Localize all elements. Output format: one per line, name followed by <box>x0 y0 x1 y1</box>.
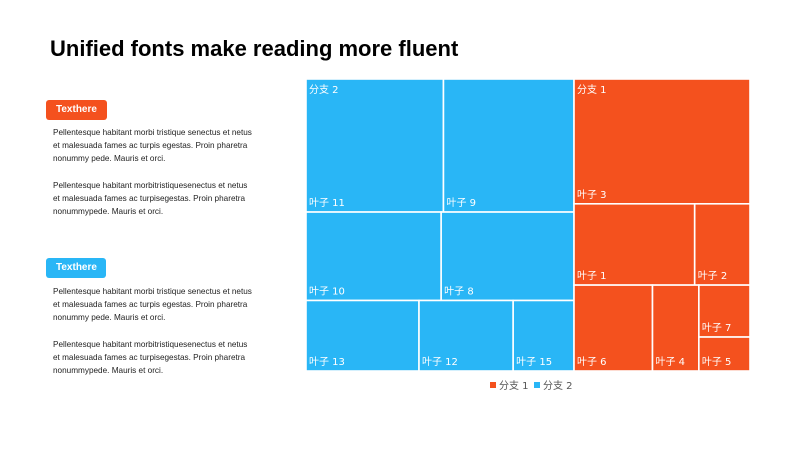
treemap-tile-label: 叶子 13 <box>309 356 345 368</box>
treemap-tile-label: 叶子 11 <box>309 197 345 209</box>
slide-title: Unified fonts make reading more fluent <box>50 36 459 61</box>
treemap-tile <box>305 78 445 213</box>
treemap-branch-1: 叶子 3 叶子 1 叶子 2 叶子 6 叶子 4 叶子 7 叶子 5 分支 1 <box>573 78 751 372</box>
legend-label: 分支 1 <box>499 380 529 392</box>
treemap-tile-label: 叶子 2 <box>698 270 728 282</box>
treemap-branch-2: 叶子 11 叶子 9 叶子 10 叶子 8 叶子 13 叶子 12 叶子 15 分支 2 <box>305 78 575 372</box>
treemap-tile-label: 叶子 15 <box>516 356 552 368</box>
treemap-tile <box>305 211 442 302</box>
treemap-tile <box>442 78 575 213</box>
section-2-paragraph-1: Pellentesque habitant morbi tristique se… <box>53 287 252 323</box>
treemap-tile-label: 叶子 6 <box>577 356 607 368</box>
section-tag-2: Texthere <box>46 258 106 278</box>
chart-legend: 分支 1 分支 2 <box>490 380 573 392</box>
section-1-paragraph-2: Pellentesque habitant morbitristiquesene… <box>53 181 248 217</box>
treemap-tile-label: 叶子 1 <box>577 270 607 282</box>
section-2-paragraph-2: Pellentesque habitant morbitristiquesene… <box>53 340 248 376</box>
treemap-tile <box>693 203 751 286</box>
treemap-tile <box>698 336 751 372</box>
treemap-tile-label: 叶子 4 <box>655 356 685 368</box>
treemap-tile-label: 叶子 5 <box>702 356 732 368</box>
legend-label: 分支 2 <box>543 380 573 392</box>
treemap-tile-label: 叶子 12 <box>422 356 458 368</box>
legend-swatch <box>534 382 540 388</box>
section-tag-1: Texthere <box>46 100 107 120</box>
treemap-tile <box>512 299 575 372</box>
treemap-tile-label: 叶子 9 <box>446 197 476 209</box>
treemap-tile <box>573 78 751 205</box>
legend-swatch <box>490 382 496 388</box>
treemap-branch-label: 分支 2 <box>309 84 339 96</box>
section-1-paragraph-1: Pellentesque habitant morbi tristique se… <box>53 128 252 164</box>
treemap-branch-label: 分支 1 <box>577 84 607 96</box>
treemap-tile-label: 叶子 8 <box>444 285 474 297</box>
treemap-tile <box>651 284 700 372</box>
treemap-tile <box>305 299 420 372</box>
treemap-tile-label: 叶子 10 <box>309 285 345 297</box>
treemap-tile <box>698 284 751 338</box>
treemap-tile-label: 叶子 7 <box>702 322 732 334</box>
treemap-tile-label: 叶子 3 <box>577 189 607 201</box>
